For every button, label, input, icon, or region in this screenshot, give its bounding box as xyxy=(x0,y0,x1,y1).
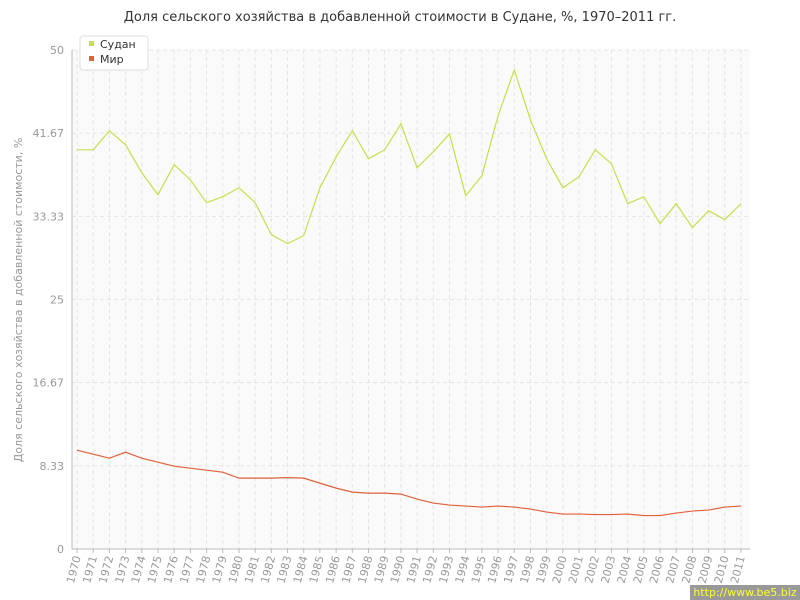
legend-label: Судан xyxy=(100,38,136,51)
y-tick-label: 0 xyxy=(57,543,64,556)
legend-swatch xyxy=(89,41,94,46)
watermark: http://www.be5.biz xyxy=(693,586,796,599)
chart-title: Доля сельского хозяйства в добавленной с… xyxy=(124,10,677,25)
series-line xyxy=(76,449,742,517)
watermark-box xyxy=(690,585,800,600)
y-axis-label: Доля сельского хозяйства в добавленной с… xyxy=(12,138,25,463)
legend-label: Мир xyxy=(100,53,124,66)
y-tick-label: 25 xyxy=(50,294,64,307)
legend-swatch xyxy=(89,56,94,61)
y-tick-label: 33.33 xyxy=(33,210,65,223)
y-tick-label: 8.33 xyxy=(40,460,65,473)
legend-box xyxy=(79,35,149,71)
y-tick-label: 16.67 xyxy=(33,377,65,390)
y-tick-label: 50 xyxy=(50,44,64,57)
y-tick-label: 41.67 xyxy=(33,127,65,140)
series-line xyxy=(77,68,742,245)
